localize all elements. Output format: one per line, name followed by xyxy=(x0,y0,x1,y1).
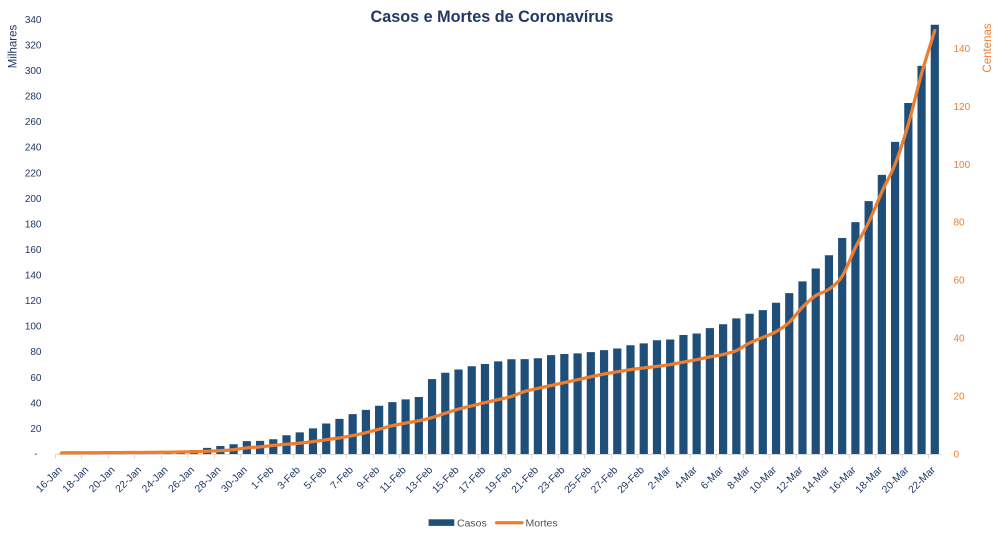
svg-text:200: 200 xyxy=(25,194,42,205)
svg-text:Casos: Casos xyxy=(457,518,487,530)
svg-text:180: 180 xyxy=(25,219,42,230)
svg-text:20: 20 xyxy=(954,392,966,403)
svg-text:240: 240 xyxy=(25,143,42,154)
svg-text:0: 0 xyxy=(954,450,960,461)
svg-text:100: 100 xyxy=(954,160,971,171)
svg-text:Mortes: Mortes xyxy=(526,518,558,530)
svg-text:60: 60 xyxy=(954,276,966,287)
svg-text:20: 20 xyxy=(30,424,42,435)
svg-text:260: 260 xyxy=(25,117,42,128)
svg-text:Milhares: Milhares xyxy=(7,25,19,69)
svg-text:160: 160 xyxy=(25,245,42,256)
svg-text:140: 140 xyxy=(954,44,971,55)
svg-text:80: 80 xyxy=(954,218,966,229)
svg-text:220: 220 xyxy=(25,168,42,179)
svg-text:Centenas: Centenas xyxy=(982,23,994,72)
svg-text:80: 80 xyxy=(30,347,42,358)
svg-text:140: 140 xyxy=(25,271,42,282)
svg-text:340: 340 xyxy=(25,15,42,26)
svg-text:100: 100 xyxy=(25,322,42,333)
svg-text:320: 320 xyxy=(25,41,42,52)
svg-text:60: 60 xyxy=(30,373,42,384)
svg-text:280: 280 xyxy=(25,92,42,103)
svg-text:40: 40 xyxy=(30,398,42,409)
svg-text:120: 120 xyxy=(954,102,971,113)
svg-text:Casos e Mortes de Coronavírus: Casos e Mortes de Coronavírus xyxy=(371,8,614,26)
svg-text:-: - xyxy=(34,449,37,460)
svg-text:120: 120 xyxy=(25,296,42,307)
svg-text:40: 40 xyxy=(954,334,966,345)
svg-text:300: 300 xyxy=(25,66,42,77)
